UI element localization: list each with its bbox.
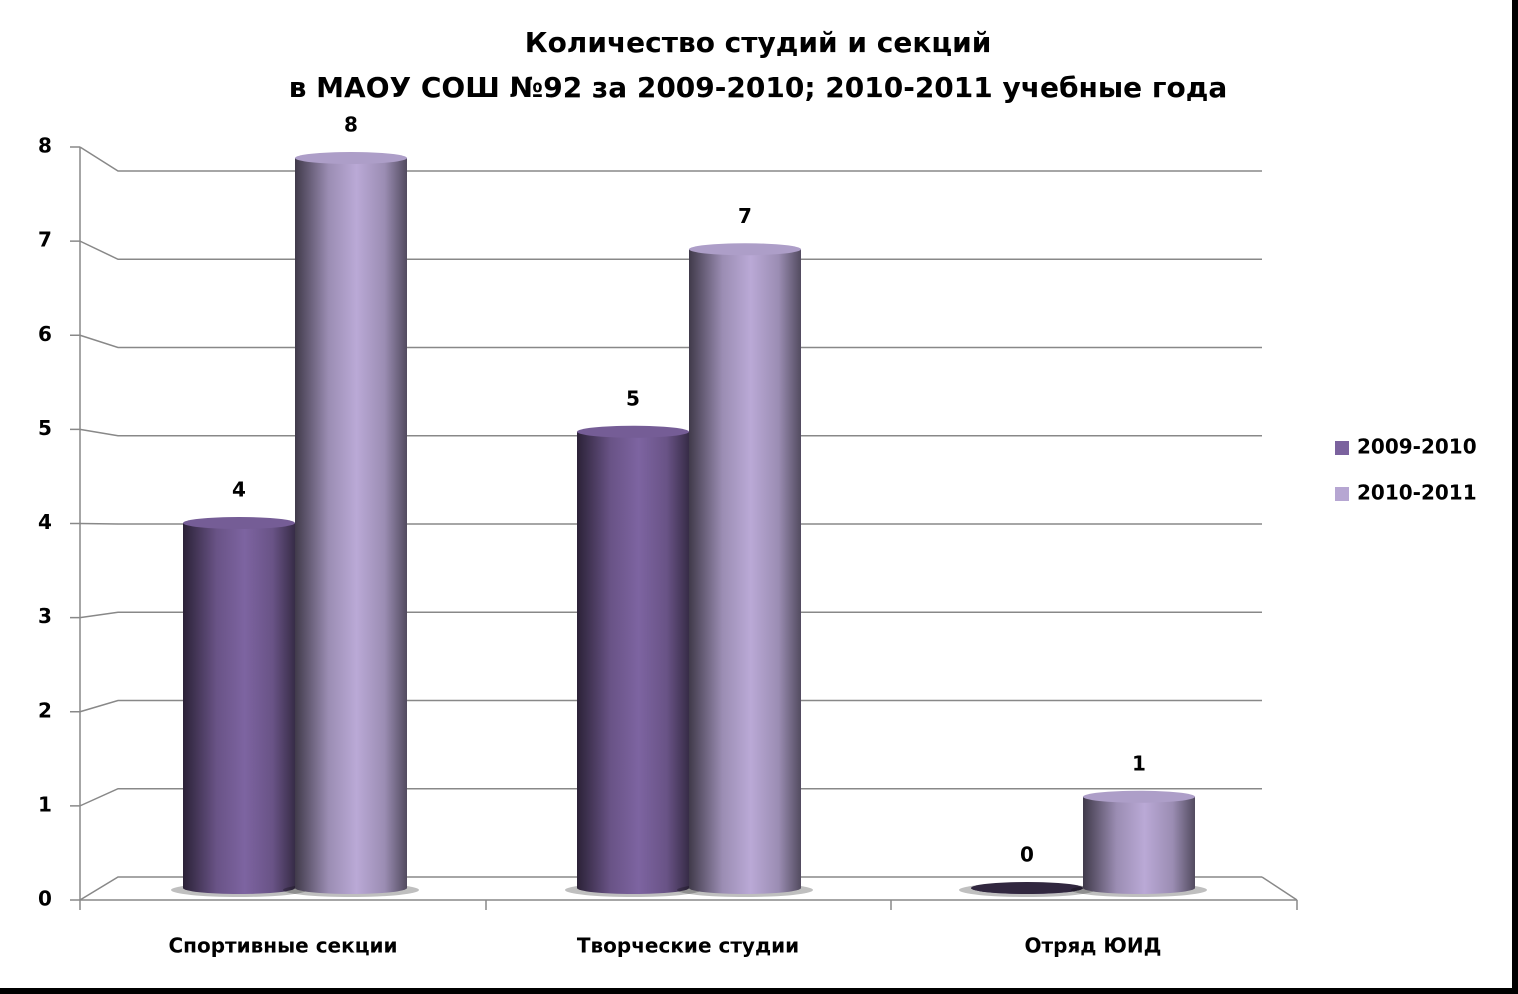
bar-top bbox=[577, 425, 689, 438]
y-tick-label: 1 bbox=[38, 792, 52, 816]
bar-top bbox=[689, 243, 801, 256]
y-tick-label: 5 bbox=[38, 416, 52, 440]
grid-line bbox=[79, 428, 1262, 437]
x-tick-label: Отряд ЮИД bbox=[1025, 934, 1162, 958]
data-label: 1 bbox=[1132, 751, 1146, 775]
grid-line bbox=[79, 146, 1262, 172]
bar bbox=[183, 523, 295, 894]
data-label: 5 bbox=[626, 386, 640, 410]
grid-line bbox=[79, 699, 1262, 713]
legend-label: 2009-2010 bbox=[1357, 435, 1477, 459]
grid-line bbox=[79, 788, 1262, 807]
grid-line bbox=[79, 240, 1262, 260]
data-label: 4 bbox=[232, 478, 246, 502]
bar-top bbox=[295, 152, 407, 164]
grid-line bbox=[79, 334, 1262, 349]
grid-line bbox=[79, 522, 1262, 525]
bar-top bbox=[971, 882, 1083, 894]
y-tick-label: 4 bbox=[38, 510, 52, 534]
x-tick-label: Спортивные секции bbox=[168, 934, 397, 958]
y-tick-label: 7 bbox=[38, 228, 52, 252]
x-tick-label: Творческие студии bbox=[577, 934, 799, 958]
y-tick-label: 8 bbox=[38, 134, 52, 158]
y-tick-label: 2 bbox=[38, 698, 52, 722]
bar bbox=[577, 431, 689, 894]
bar bbox=[1083, 796, 1195, 894]
grid-line bbox=[79, 876, 1262, 901]
y-tick-label: 3 bbox=[38, 604, 52, 628]
chart-title: в МАОУ СОШ №92 за 2009-2010; 2010-2011 у… bbox=[289, 71, 1228, 104]
y-tick-label: 0 bbox=[38, 887, 52, 911]
floor-edge bbox=[1261, 876, 1298, 901]
bar bbox=[689, 249, 801, 894]
chart-title: Количество студий и секций bbox=[525, 26, 992, 59]
legend-label: 2010-2011 bbox=[1357, 481, 1477, 505]
data-label: 0 bbox=[1020, 843, 1034, 867]
y-tick-label: 6 bbox=[38, 322, 52, 346]
bar-top bbox=[1083, 790, 1195, 803]
data-label: 7 bbox=[738, 204, 752, 228]
grid-line bbox=[79, 611, 1262, 619]
bar bbox=[295, 158, 407, 894]
data-label: 8 bbox=[344, 113, 358, 137]
legend-swatch bbox=[1335, 487, 1349, 501]
bar-top bbox=[183, 517, 295, 529]
legend-swatch bbox=[1335, 441, 1349, 455]
